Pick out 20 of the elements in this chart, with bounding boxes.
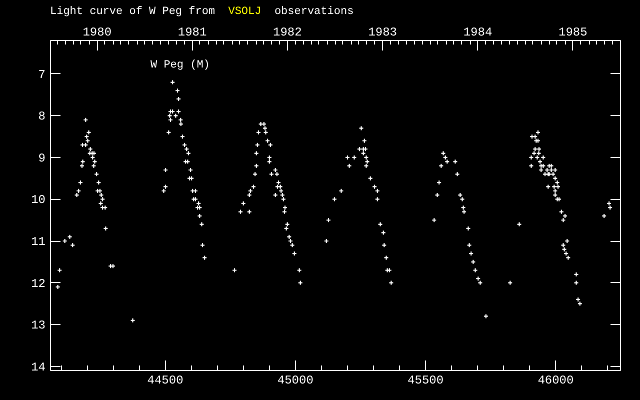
y-tick-label: 7 xyxy=(38,68,46,82)
y-tick-label: 9 xyxy=(38,151,46,166)
y-tick-label: 14 xyxy=(31,360,46,374)
x2-tick-label: 1984 xyxy=(463,26,492,40)
x2-tick-label: 1982 xyxy=(273,26,302,40)
y-tick-label: 10 xyxy=(31,193,46,208)
y-tick-label: 11 xyxy=(31,235,46,250)
y-tick-label: 13 xyxy=(31,318,46,333)
x2-tick-label: 1985 xyxy=(558,26,588,40)
x-tick-label: 44500 xyxy=(147,374,184,388)
x-tick-label: 46000 xyxy=(538,374,574,388)
legend-label: W Peg (M) xyxy=(150,60,210,72)
chart-title: Light curve of W Peg from VSOLJ observations xyxy=(50,6,354,18)
x-tick-label: 45000 xyxy=(277,374,314,388)
y-tick-label: 12 xyxy=(31,276,46,291)
x2-tick-label: 1983 xyxy=(368,26,398,40)
x2-tick-label: 1980 xyxy=(82,26,112,40)
y-tick-label: 8 xyxy=(38,110,46,124)
x-tick-label: 45500 xyxy=(408,374,444,388)
x2-tick-label: 1981 xyxy=(178,26,207,40)
